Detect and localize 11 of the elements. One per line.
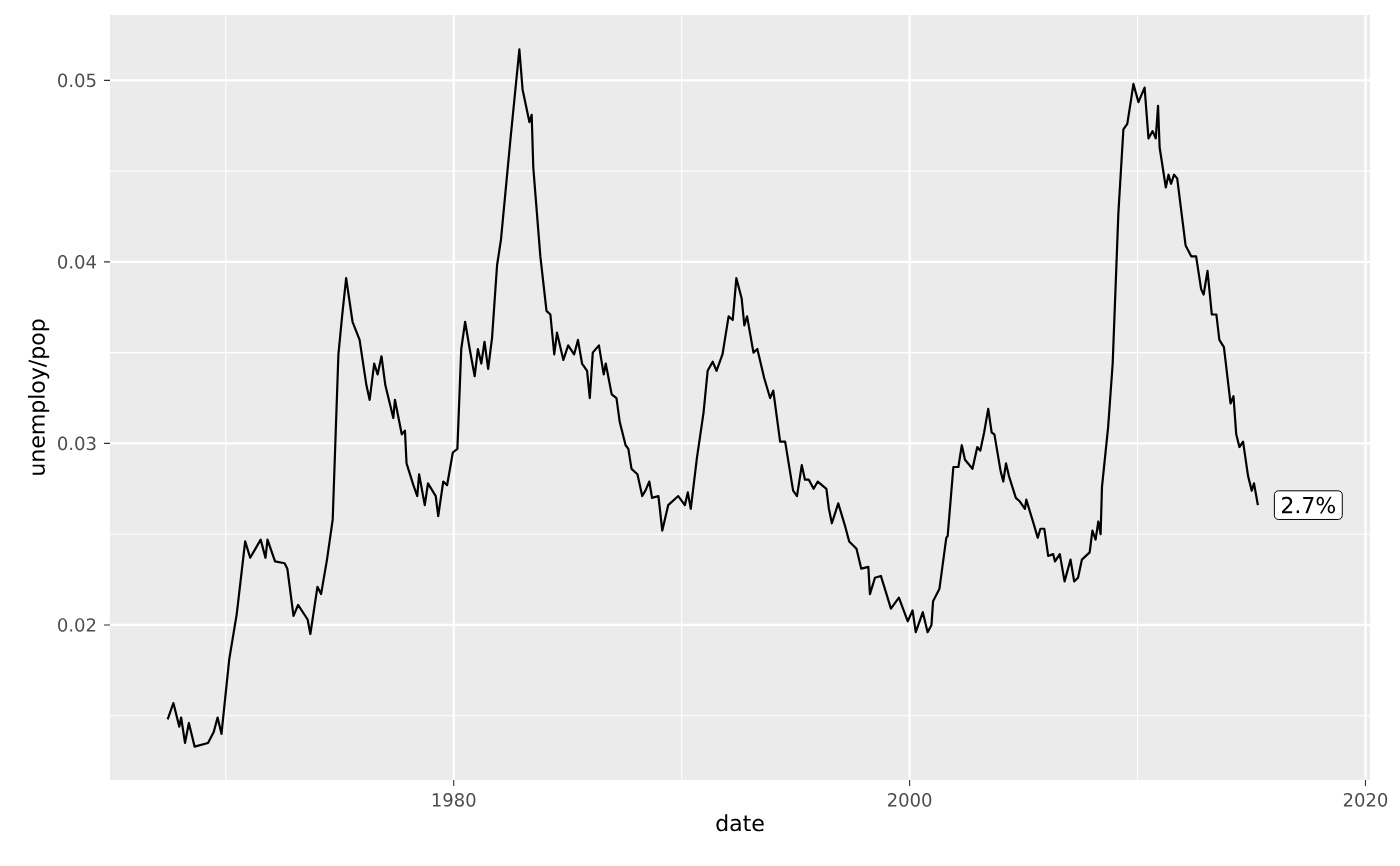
annotation: 2.7% [1282, 496, 1336, 514]
y-tick-label: 0.02 [58, 618, 96, 632]
x-tick-label: 2000 [888, 793, 932, 807]
y-tick-label: 0.05 [58, 73, 96, 88]
y-tick-label: 0.04 [58, 255, 96, 269]
y-tick-label: 0.03 [58, 436, 96, 451]
x-tick-label: 1980 [432, 793, 476, 807]
x-tick-label: 2020 [1343, 793, 1388, 807]
y-axis-title: unemploy/pop [27, 319, 50, 475]
x-axis-title: date [716, 814, 764, 832]
line-series [166, 48, 1259, 748]
